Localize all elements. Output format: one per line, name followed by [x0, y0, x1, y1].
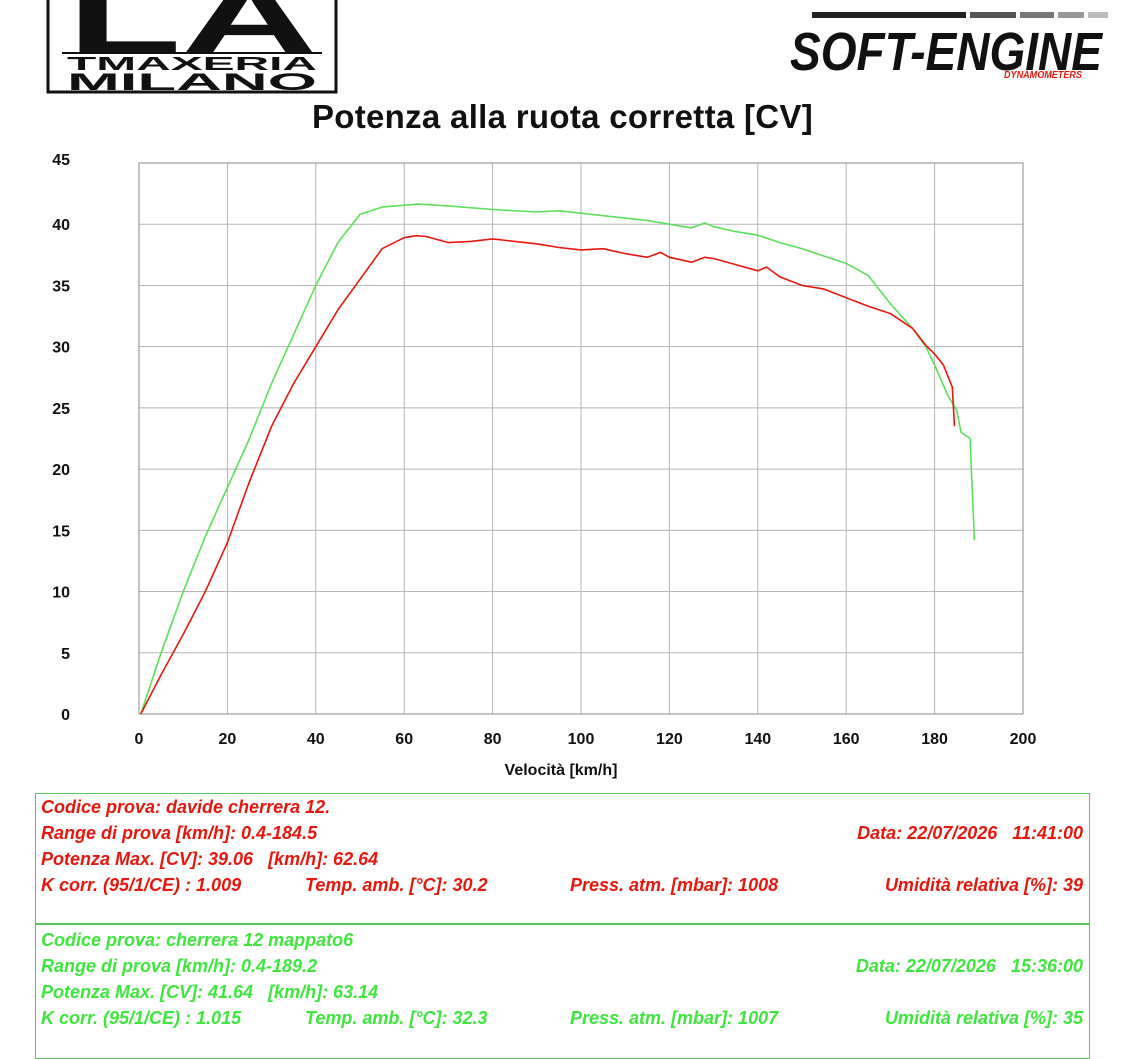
- plot-frame: [138, 162, 1024, 715]
- y-tick-label: 35: [52, 278, 70, 295]
- test2-codice: Codice prova: cherrera 12 mappato6: [41, 930, 354, 950]
- soft-engine-logo: SOFT-ENGINE DYNAMOMETERS: [790, 12, 1108, 82]
- test-info-box-1: Codice prova: davide cherrera 12. Range …: [35, 793, 1090, 924]
- y-tick-label: 5: [61, 646, 70, 663]
- x-tick-label: 200: [1010, 731, 1037, 748]
- test1-press: Press. atm. [mbar]: 1008: [570, 875, 779, 895]
- x-tick-label: 120: [656, 731, 683, 748]
- x-tick-label: 40: [307, 731, 325, 748]
- test-info-box-2: Codice prova: cherrera 12 mappato6 Range…: [35, 924, 1090, 1059]
- y-tick-label: 0: [61, 707, 70, 724]
- logo-tmaxeria-text: TMAXERIA: [67, 54, 317, 74]
- y-tick-label: 25: [52, 401, 70, 418]
- test1-data: Data: 22/07/2026 11:41:00: [857, 823, 1083, 843]
- test1-range: Range di prova [km/h]: 0.4-184.5: [41, 823, 318, 843]
- test2-temp: Temp. amb. [°C]: 32.3: [305, 1008, 488, 1028]
- test1-umidita: Umidità relativa [%]: 39: [884, 875, 1083, 895]
- x-tick-label: 0: [135, 731, 144, 748]
- x-tick-label: 100: [568, 731, 595, 748]
- la-tmaxeria-milano-logo: LA TMAXERIA MILANO: [46, 0, 338, 94]
- logo-soft-engine-text: SOFT-ENGINE: [790, 22, 1104, 82]
- y-tick-label: 15: [52, 523, 70, 540]
- series-line-2: [140, 203, 976, 715]
- chart-title: Potenza alla ruota corretta [CV]: [311, 98, 814, 135]
- x-tick-label: 60: [395, 731, 413, 748]
- test2-kcorr: K corr. (95/1/CE) : 1.015: [41, 1008, 242, 1028]
- test1-temp: Temp. amb. [°C]: 30.2: [305, 875, 488, 895]
- x-tick-label: 160: [833, 731, 860, 748]
- test2-press: Press. atm. [mbar]: 1007: [570, 1008, 779, 1028]
- y-tick-label: 45: [52, 152, 70, 169]
- logo-la-text: LA: [67, 0, 317, 73]
- test2-range: Range di prova [km/h]: 0.4-189.2: [41, 956, 318, 976]
- test1-potenza: Potenza Max. [CV]: 39.06 [km/h]: 62.64: [41, 849, 379, 869]
- test2-umidita: Umidità relativa [%]: 35: [884, 1008, 1083, 1028]
- y-tick-label: 20: [52, 462, 70, 479]
- y-tick-label: 40: [52, 217, 70, 234]
- x-tick-label: 80: [484, 731, 502, 748]
- test2-data: Data: 22/07/2026 15:36:00: [855, 956, 1083, 976]
- test1-codice: Codice prova: davide cherrera 12.: [41, 797, 331, 817]
- x-axis-label: Velocità [km/h]: [505, 762, 618, 779]
- test1-kcorr: K corr. (95/1/CE) : 1.009: [41, 875, 242, 895]
- series-line-1: [140, 234, 956, 715]
- y-tick-label: 30: [52, 340, 70, 357]
- x-tick-label: 180: [921, 731, 948, 748]
- x-tick-label: 140: [744, 731, 771, 748]
- x-tick-label: 20: [219, 731, 237, 748]
- power-chart: 0 20 40 60 80 100 120 140 160 180 200 0 5 10 15 20 25 30 3…: [52, 152, 1037, 779]
- y-tick-label: 10: [52, 585, 70, 602]
- logo-dynamometers-text: DYNAMOMETERS: [1004, 70, 1082, 81]
- test2-potenza: Potenza Max. [CV]: 41.64 [km/h]: 63.14: [41, 982, 379, 1002]
- logo-milano-text: MILANO: [67, 69, 317, 94]
